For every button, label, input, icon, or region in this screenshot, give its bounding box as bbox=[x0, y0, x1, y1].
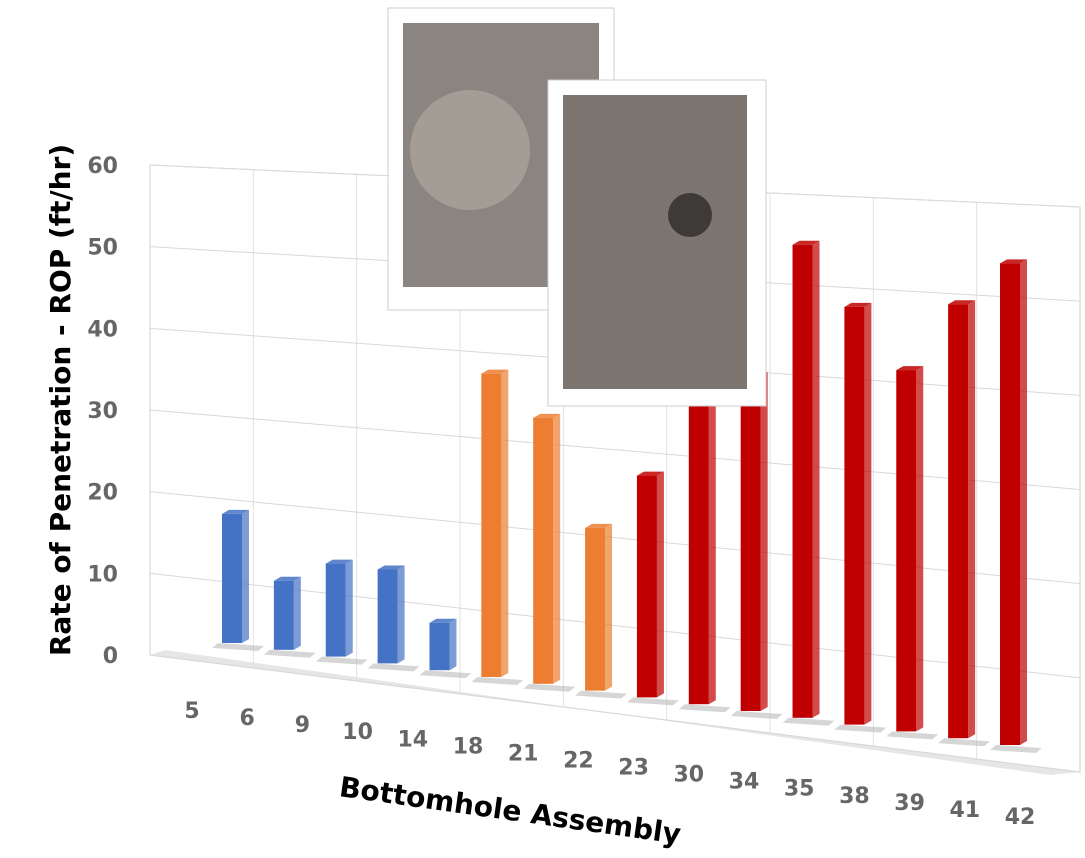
bar-side bbox=[242, 510, 249, 643]
x-tick-label: 38 bbox=[839, 784, 870, 809]
y-tick-label: 10 bbox=[87, 562, 118, 587]
x-tick-label: 6 bbox=[240, 706, 255, 731]
bar-side bbox=[294, 577, 301, 650]
x-tick-label: 14 bbox=[397, 727, 428, 752]
bar-side bbox=[761, 372, 768, 711]
bar-shadow bbox=[679, 704, 731, 712]
x-axis-title: Bottomhole Assembly bbox=[337, 770, 683, 851]
bar bbox=[481, 374, 501, 677]
bar-shadow bbox=[783, 718, 835, 726]
bar-shadow bbox=[938, 738, 990, 746]
bar bbox=[585, 528, 605, 691]
photo-detail bbox=[668, 193, 712, 237]
bar-shadow bbox=[523, 684, 575, 692]
bar-side bbox=[916, 366, 923, 731]
bar-shadow bbox=[990, 745, 1042, 753]
y-tick-label: 0 bbox=[103, 644, 118, 669]
x-tick-label: 41 bbox=[949, 798, 980, 823]
bar-side bbox=[1020, 259, 1027, 745]
grid-line bbox=[150, 492, 1080, 584]
bar-shadow bbox=[368, 663, 420, 671]
bar-shadow bbox=[627, 697, 679, 705]
bar-shadow bbox=[264, 650, 316, 658]
x-tick-label: 5 bbox=[184, 699, 199, 724]
x-tick-label: 22 bbox=[563, 748, 594, 773]
bar-side bbox=[709, 385, 716, 704]
bar bbox=[948, 304, 968, 738]
bar-shadow bbox=[886, 731, 938, 739]
bar-shadow bbox=[834, 725, 886, 733]
bar bbox=[274, 581, 294, 650]
y-tick-label: 40 bbox=[87, 317, 118, 342]
x-tick-label: 39 bbox=[894, 791, 925, 816]
bar bbox=[896, 370, 916, 731]
chart: 0 10 20 30 40 50 60 5 6 9 10 14 18 21 22 23 30 34 35 38 39 4… bbox=[0, 0, 1085, 854]
bar bbox=[844, 307, 864, 725]
y-tick-label: 60 bbox=[87, 154, 118, 179]
floor bbox=[150, 650, 1080, 775]
photo-detail bbox=[410, 90, 530, 210]
bar bbox=[533, 418, 553, 684]
y-tick-label: 50 bbox=[87, 236, 118, 261]
bar bbox=[1000, 263, 1020, 745]
bar-shadow bbox=[575, 691, 627, 699]
bar bbox=[741, 376, 761, 711]
x-tick-label: 23 bbox=[618, 756, 649, 781]
y-axis-title: Rate of Penetration - ROP (ft/hr) bbox=[44, 144, 77, 656]
y-tick-label: 20 bbox=[87, 481, 118, 506]
bar-side bbox=[553, 414, 560, 684]
y-tick-label: 30 bbox=[87, 399, 118, 424]
bar bbox=[689, 389, 709, 704]
bar-side bbox=[449, 619, 456, 670]
bar bbox=[378, 569, 398, 663]
bar bbox=[793, 245, 813, 718]
bar-shadow bbox=[212, 643, 264, 651]
bar bbox=[222, 514, 242, 643]
bar bbox=[429, 623, 449, 670]
bar-shadow bbox=[419, 670, 471, 678]
bar-side bbox=[398, 565, 405, 663]
x-tick-label: 34 bbox=[729, 770, 760, 795]
photo bbox=[548, 80, 766, 406]
bar-shadow bbox=[316, 657, 368, 665]
bar-side bbox=[605, 524, 612, 691]
x-tick-label: 35 bbox=[784, 777, 815, 802]
x-tick-label: 9 bbox=[295, 713, 310, 738]
bar-shadow bbox=[731, 711, 783, 719]
grid-line bbox=[150, 410, 1080, 490]
bar-shadow bbox=[471, 677, 523, 685]
bar-side bbox=[813, 241, 820, 718]
bar-side bbox=[501, 370, 508, 677]
x-tick-label: 21 bbox=[508, 741, 539, 766]
bar-side bbox=[346, 560, 353, 657]
x-tick-label: 18 bbox=[453, 734, 484, 759]
x-tick-label: 10 bbox=[342, 720, 373, 745]
bar-side bbox=[657, 472, 664, 698]
x-tick-label: 42 bbox=[1005, 805, 1036, 830]
x-tick-label: 30 bbox=[673, 763, 704, 788]
grid-line bbox=[150, 655, 1080, 772]
bar bbox=[326, 564, 346, 657]
bar-side bbox=[968, 300, 975, 738]
bar-side bbox=[864, 303, 871, 725]
bar bbox=[637, 476, 657, 698]
photo-image bbox=[563, 95, 747, 389]
